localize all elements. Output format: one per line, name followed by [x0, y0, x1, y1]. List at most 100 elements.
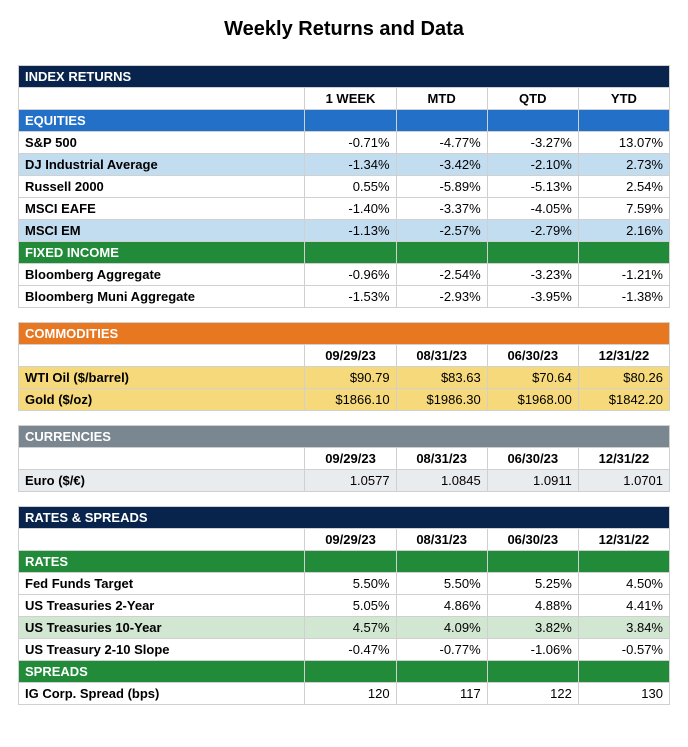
cell: -1.34% [305, 154, 396, 176]
subsection-header: RATES [19, 551, 305, 573]
rates-spreads-table: RATES & SPREADS 09/29/23 08/31/23 06/30/… [18, 506, 670, 705]
cell: 4.09% [396, 617, 487, 639]
col-header: 06/30/23 [487, 529, 578, 551]
section-header: INDEX RETURNS [19, 66, 670, 88]
table-row: WTI Oil ($/barrel)$90.79$83.63$70.64$80.… [19, 367, 670, 389]
cell: $1866.10 [305, 389, 396, 411]
subsection-header: EQUITIES [19, 110, 305, 132]
cell: 4.88% [487, 595, 578, 617]
cell: $1986.30 [396, 389, 487, 411]
cell: -3.42% [396, 154, 487, 176]
col-header: 08/31/23 [396, 345, 487, 367]
cell: -4.05% [487, 198, 578, 220]
commodities-table: COMMODITIES 09/29/23 08/31/23 06/30/23 1… [18, 322, 670, 411]
col-header: YTD [578, 88, 669, 110]
section-header: CURRENCIES [19, 426, 670, 448]
cell: $90.79 [305, 367, 396, 389]
row-label: Euro ($/€) [19, 470, 305, 492]
table-row: Bloomberg Aggregate-0.96%-2.54%-3.23%-1.… [19, 264, 670, 286]
row-label: US Treasuries 2-Year [19, 595, 305, 617]
cell: -2.54% [396, 264, 487, 286]
col-header: 09/29/23 [305, 448, 396, 470]
section-header: COMMODITIES [19, 323, 670, 345]
cell: -2.79% [487, 220, 578, 242]
cell: $70.64 [487, 367, 578, 389]
cell: 1.0845 [396, 470, 487, 492]
table-row: Fed Funds Target5.50%5.50%5.25%4.50% [19, 573, 670, 595]
cell: 4.41% [578, 595, 669, 617]
row-label: Bloomberg Muni Aggregate [19, 286, 305, 308]
cell: -5.13% [487, 176, 578, 198]
row-label: Fed Funds Target [19, 573, 305, 595]
cell: 3.82% [487, 617, 578, 639]
col-header: 12/31/22 [578, 529, 669, 551]
table-row: US Treasuries 2-Year5.05%4.86%4.88%4.41% [19, 595, 670, 617]
cell: 2.73% [578, 154, 669, 176]
cell: -1.40% [305, 198, 396, 220]
row-label: DJ Industrial Average [19, 154, 305, 176]
currencies-table: CURRENCIES 09/29/23 08/31/23 06/30/23 12… [18, 425, 670, 492]
cell: -1.53% [305, 286, 396, 308]
cell: -0.47% [305, 639, 396, 661]
table-row: IG Corp. Spread (bps)120117122130 [19, 683, 670, 705]
cell: 4.50% [578, 573, 669, 595]
row-label: US Treasuries 10-Year [19, 617, 305, 639]
cell: -1.06% [487, 639, 578, 661]
cell: 4.86% [396, 595, 487, 617]
cell: -2.93% [396, 286, 487, 308]
table-row: US Treasuries 10-Year4.57%4.09%3.82%3.84… [19, 617, 670, 639]
cell: 5.50% [396, 573, 487, 595]
row-label: MSCI EM [19, 220, 305, 242]
cell: 2.54% [578, 176, 669, 198]
table-row: MSCI EM-1.13%-2.57%-2.79%2.16% [19, 220, 670, 242]
table-row: DJ Industrial Average-1.34%-3.42%-2.10%2… [19, 154, 670, 176]
subsection-header: FIXED INCOME [19, 242, 305, 264]
table-row: MSCI EAFE-1.40%-3.37%-4.05%7.59% [19, 198, 670, 220]
cell: 120 [305, 683, 396, 705]
cell: $80.26 [578, 367, 669, 389]
row-label: Bloomberg Aggregate [19, 264, 305, 286]
row-label: Gold ($/oz) [19, 389, 305, 411]
page-title: Weekly Returns and Data [18, 18, 670, 41]
row-label: WTI Oil ($/barrel) [19, 367, 305, 389]
cell: 122 [487, 683, 578, 705]
index-returns-table: INDEX RETURNS 1 WEEK MTD QTD YTD EQUITIE… [18, 65, 670, 308]
cell: 130 [578, 683, 669, 705]
cell: 2.16% [578, 220, 669, 242]
table-row: Euro ($/€)1.05771.08451.09111.0701 [19, 470, 670, 492]
cell: -3.23% [487, 264, 578, 286]
cell: -2.10% [487, 154, 578, 176]
col-header: MTD [396, 88, 487, 110]
cell: -1.13% [305, 220, 396, 242]
cell: 5.25% [487, 573, 578, 595]
cell: $83.63 [396, 367, 487, 389]
cell: -0.71% [305, 132, 396, 154]
cell: 5.50% [305, 573, 396, 595]
cell: -0.57% [578, 639, 669, 661]
cell: 5.05% [305, 595, 396, 617]
col-header: 06/30/23 [487, 345, 578, 367]
cell: -3.95% [487, 286, 578, 308]
cell: -5.89% [396, 176, 487, 198]
cell: 1.0701 [578, 470, 669, 492]
cell: -1.38% [578, 286, 669, 308]
cell: -4.77% [396, 132, 487, 154]
col-header: 09/29/23 [305, 529, 396, 551]
cell: -3.27% [487, 132, 578, 154]
col-header: 1 WEEK [305, 88, 396, 110]
table-row: S&P 500-0.71%-4.77%-3.27%13.07% [19, 132, 670, 154]
cell: -0.96% [305, 264, 396, 286]
col-header: 06/30/23 [487, 448, 578, 470]
row-label: S&P 500 [19, 132, 305, 154]
table-row: Russell 20000.55%-5.89%-5.13%2.54% [19, 176, 670, 198]
cell: $1842.20 [578, 389, 669, 411]
cell: -0.77% [396, 639, 487, 661]
cell: $1968.00 [487, 389, 578, 411]
cell: 7.59% [578, 198, 669, 220]
cell: -1.21% [578, 264, 669, 286]
cell: 13.07% [578, 132, 669, 154]
col-header: 12/31/22 [578, 448, 669, 470]
row-label: US Treasury 2-10 Slope [19, 639, 305, 661]
cell: 1.0911 [487, 470, 578, 492]
col-blank [19, 88, 305, 110]
